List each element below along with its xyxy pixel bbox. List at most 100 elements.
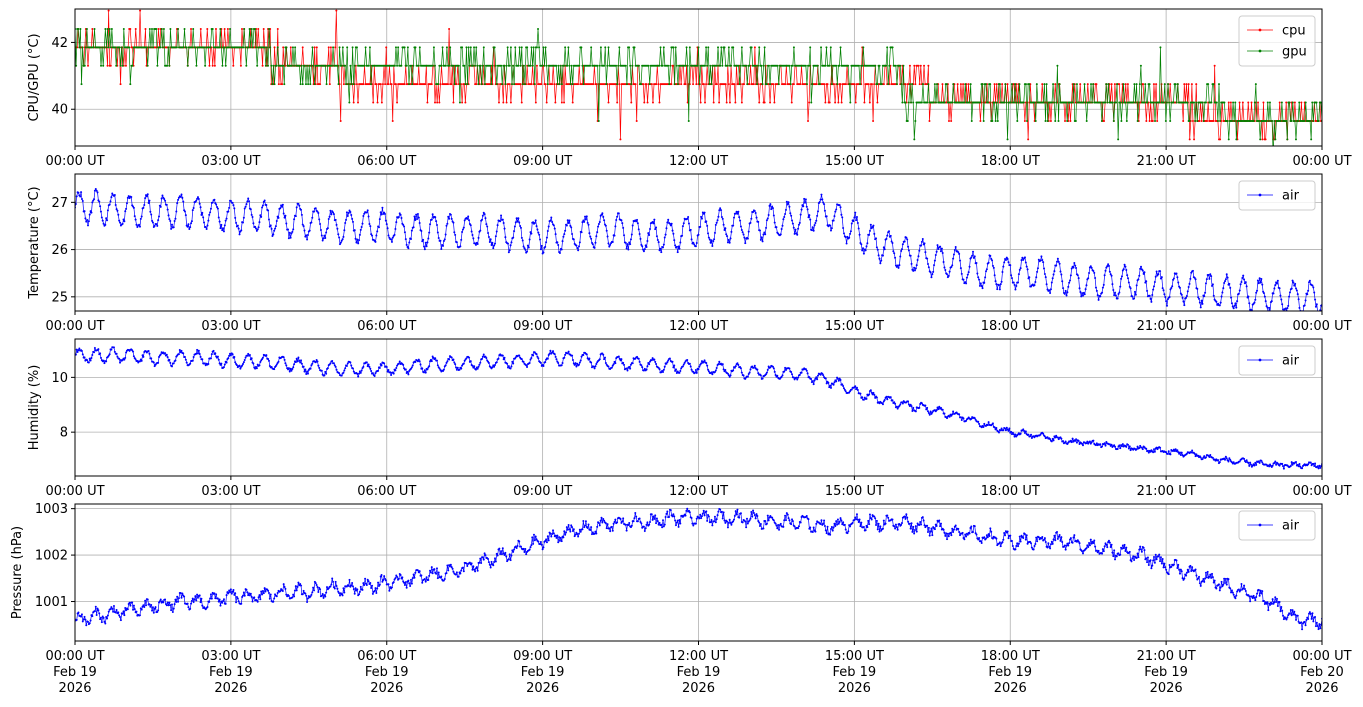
data-point	[1036, 270, 1039, 273]
data-point	[204, 364, 207, 367]
data-point	[1006, 83, 1009, 86]
data-point	[1114, 101, 1117, 104]
data-point	[170, 365, 173, 368]
data-point	[895, 83, 898, 86]
data-point	[926, 262, 929, 265]
data-point	[1271, 119, 1274, 122]
data-point	[391, 236, 394, 239]
data-point	[763, 231, 766, 234]
data-point	[653, 358, 656, 361]
data-point	[504, 83, 507, 86]
data-point	[178, 349, 181, 351]
data-point	[610, 366, 613, 369]
data-point	[881, 403, 884, 406]
data-point	[85, 220, 88, 223]
data-point	[478, 363, 481, 366]
data-point	[473, 365, 476, 368]
data-point	[606, 64, 609, 67]
data-point	[746, 375, 749, 378]
data-point	[282, 356, 285, 359]
data-point	[1259, 281, 1262, 284]
data-point	[342, 371, 345, 374]
data-point	[407, 83, 410, 86]
data-point	[163, 198, 166, 201]
data-point	[384, 83, 387, 86]
data-point	[148, 28, 151, 31]
data-point	[208, 64, 211, 67]
data-point	[301, 223, 304, 226]
data-point	[342, 235, 345, 238]
data-point	[968, 101, 971, 104]
data-point	[530, 83, 533, 86]
data-point	[733, 216, 735, 219]
data-point	[232, 204, 235, 207]
data-point	[352, 83, 355, 86]
data-point	[550, 216, 553, 219]
data-point	[909, 254, 912, 257]
data-point	[106, 219, 109, 222]
data-point	[616, 215, 619, 218]
data-point	[626, 369, 629, 372]
data-point	[271, 83, 274, 86]
data-point	[1226, 119, 1229, 122]
data-point	[983, 422, 986, 425]
data-point	[250, 357, 253, 360]
data-point	[97, 348, 100, 351]
data-point	[819, 198, 822, 201]
data-point	[424, 83, 427, 86]
data-point	[1001, 83, 1004, 86]
data-point	[1264, 138, 1267, 141]
data-point	[160, 28, 163, 31]
data-point	[1131, 295, 1134, 298]
data-point	[342, 83, 345, 86]
data-point	[526, 244, 529, 247]
data-point	[1200, 299, 1203, 302]
data-point	[844, 83, 847, 86]
data-point	[578, 245, 580, 248]
data-point	[414, 46, 417, 49]
data-point	[144, 197, 147, 200]
data-point	[1162, 289, 1165, 292]
data-point	[1164, 296, 1167, 298]
data-point	[878, 257, 881, 260]
data-point	[1020, 259, 1023, 262]
data-point	[351, 220, 354, 223]
data-point	[840, 213, 843, 216]
data-point	[101, 219, 104, 222]
data-point	[490, 244, 493, 247]
data-point	[662, 368, 665, 371]
data-point	[1066, 119, 1069, 122]
data-point	[1159, 277, 1162, 280]
data-point	[199, 206, 202, 209]
data-point	[480, 83, 483, 86]
data-point	[1000, 280, 1003, 283]
data-point	[222, 230, 225, 233]
data-point	[862, 252, 865, 255]
data-point	[622, 226, 625, 229]
data-point	[690, 368, 693, 371]
data-point	[235, 364, 238, 367]
data-point	[1187, 83, 1190, 86]
data-point	[88, 213, 91, 216]
data-point	[263, 46, 266, 49]
data-point	[287, 237, 290, 240]
data-point	[323, 234, 326, 237]
data-point	[1218, 304, 1221, 307]
data-point	[313, 46, 316, 49]
data-point	[894, 256, 897, 259]
data-point	[734, 365, 737, 368]
data-point	[642, 248, 645, 251]
data-point	[501, 354, 504, 357]
data-point	[946, 417, 949, 420]
data-point	[449, 46, 452, 49]
data-point	[849, 101, 852, 104]
data-point	[466, 83, 469, 86]
data-point	[791, 219, 794, 222]
data-point	[1241, 277, 1244, 280]
data-point	[630, 233, 633, 236]
data-point	[267, 209, 270, 212]
data-point	[522, 245, 525, 248]
data-point	[1069, 274, 1072, 277]
data-point	[116, 209, 119, 212]
